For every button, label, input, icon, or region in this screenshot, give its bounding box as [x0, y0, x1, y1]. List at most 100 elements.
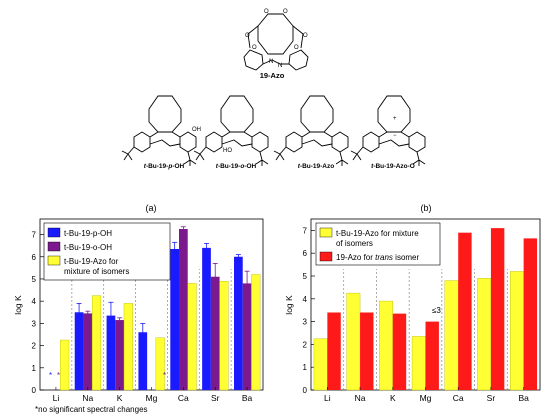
- x-tick-label: Sr: [487, 393, 496, 403]
- legend-label: t-Bu-19-o-OH: [64, 243, 112, 252]
- compound-label-tbu-19-azo: t-Bu-19-Azo: [298, 163, 335, 170]
- label-suffix: -OH: [172, 163, 184, 170]
- x-tick-label: K: [117, 393, 123, 403]
- legend-label-italic: trans: [375, 253, 393, 262]
- legend-label-line: of isomers: [336, 239, 373, 248]
- y-ticks: 0 1 2 3 4 5 6 7: [32, 231, 44, 395]
- tbutyl-group: [193, 146, 207, 161]
- bar-k-2: [123, 303, 133, 391]
- label-prefix: t: [216, 163, 219, 170]
- legend-swatch-red: [319, 251, 333, 262]
- benzene-ring: [408, 131, 426, 153]
- chart-b: (b) log K 0 1 2 3 4 5 6 7 Li Na K Mg Ca Sr Ba ≤3 t-Bu…: [284, 203, 541, 403]
- y-tick-label: 5: [303, 272, 308, 281]
- legend-label-part: isomer: [393, 253, 420, 262]
- svg-text:t-Bu-19-Azo: t-Bu-19-Azo: [298, 163, 335, 170]
- bar-na-2: [91, 295, 102, 391]
- bars: [60, 226, 261, 391]
- x-ticks: Li Na K Mg Ca Sr Ba: [53, 387, 253, 403]
- legend-swatch-blue: [47, 227, 61, 238]
- bar-sr-0: [477, 278, 492, 391]
- y-tick-label: 7: [32, 231, 37, 240]
- legend-label-part: 19-Azo for: [336, 253, 375, 262]
- legend-label: 19-Azo for trans isomer: [336, 253, 420, 262]
- benzene-ring: [331, 131, 349, 153]
- crown-ring: [300, 95, 334, 133]
- x-tick-label: Ca: [178, 393, 189, 403]
- legend-swatch-yellow: [47, 255, 61, 266]
- x-tick-label: Na: [82, 393, 93, 403]
- benzene-ring: [133, 131, 151, 153]
- atom-label-o: O: [264, 9, 269, 15]
- legend-label: t-Bu-19-Azo for mixture of isomers: [336, 229, 421, 248]
- tbutyl-group: [273, 146, 287, 161]
- label-italic: o: [240, 163, 244, 170]
- label-prefix: t: [298, 163, 301, 170]
- legend-label: t-Bu-19-Azo for mixture of isomers: [64, 257, 129, 276]
- bar-k-1: [115, 320, 124, 390]
- y-tick-label: 0: [303, 386, 308, 395]
- bar-ba-2: [251, 274, 261, 391]
- y-tick-label: 4: [32, 297, 37, 306]
- atom-label-plus: +: [393, 116, 397, 122]
- bar-ba-1: [523, 238, 538, 390]
- bar-ba-0: [510, 271, 524, 391]
- bar-sr-1: [490, 228, 505, 390]
- y-tick-label: 6: [303, 249, 308, 258]
- bar-k-0: [106, 315, 116, 390]
- bar-mg-2: [155, 337, 165, 391]
- ether-bond: [301, 131, 333, 138]
- annotation-li-1: *: [49, 371, 52, 380]
- atom-label-oh: OH: [192, 127, 201, 133]
- label-italic: p: [167, 163, 172, 170]
- legend-label-line: mixture of isomers: [64, 267, 129, 276]
- label-prefix: t: [371, 163, 374, 170]
- crown-ring: [377, 95, 411, 133]
- crown-ring: [148, 95, 182, 133]
- svg-text:t-Bu-19-Azo-O: t-Bu-19-Azo-O: [371, 163, 415, 170]
- y-tick-label: 2: [32, 342, 37, 351]
- azo-bond: [301, 139, 333, 147]
- label-main: -Bu-19-: [146, 163, 168, 170]
- chart-a: (a) log K 0 1 2 3 4 5 6 7 Li Na K Mg Ca Sr Ba * * * t…: [13, 203, 264, 414]
- benzene-ring: [285, 131, 303, 153]
- bars: [313, 228, 538, 391]
- chart-title: (a): [146, 203, 157, 213]
- label-main: -Bu-19-Azo: [300, 163, 334, 170]
- bar-na-0: [74, 312, 84, 390]
- atom-label-ho: HO: [223, 148, 232, 154]
- compound-label-tbu-19-azo-o: t-Bu-19-Azo-O: [371, 163, 415, 170]
- bar-ca-0: [444, 280, 459, 391]
- x-tick-label: Mg: [420, 393, 432, 403]
- azo-bond: [149, 139, 181, 147]
- structure-tbu-3: [350, 95, 426, 166]
- ether-bond: [149, 131, 181, 138]
- bar-li-1: [327, 312, 341, 390]
- bar-k-1: [392, 313, 407, 390]
- chemical-structures: O O O O O O N N 19-Azo t-Bu-19-p-OH t-Bu…: [121, 9, 426, 170]
- x-tick-label: Na: [355, 393, 366, 403]
- compound-label-19-azo: 19-Azo: [260, 71, 285, 80]
- label-suffix: -OH: [244, 163, 256, 170]
- label-main: -Bu-19-: [218, 163, 240, 170]
- structure-tbu-2: [273, 95, 349, 166]
- bar-ba-1: [242, 283, 252, 390]
- atom-label-o: O: [283, 9, 288, 15]
- x-tick-label: K: [390, 393, 396, 403]
- tbutyl-group: [335, 151, 349, 166]
- benzene-ring: [205, 131, 223, 153]
- legend-label-line: t-Bu-19-Azo for: [64, 257, 119, 266]
- bar-ca-1: [179, 228, 188, 390]
- x-tick-label: Ca: [453, 393, 464, 403]
- atom-label-o: O: [245, 33, 250, 39]
- tbutyl-group: [121, 146, 135, 161]
- tbutyl-group: [412, 151, 426, 166]
- y-tick-label: 1: [32, 364, 37, 373]
- crown-ring: [220, 95, 254, 133]
- label-main: -Bu-19-Azo-O: [373, 163, 415, 170]
- x-ticks: Li Na K Mg Ca Sr Ba: [324, 387, 529, 403]
- chart-title: (b): [421, 203, 432, 213]
- compound-label-tbu-19-o-oh: t-Bu-19-o-OH: [216, 163, 257, 170]
- legend-swatch-purple: [47, 241, 61, 252]
- annotations: * * *: [49, 371, 166, 380]
